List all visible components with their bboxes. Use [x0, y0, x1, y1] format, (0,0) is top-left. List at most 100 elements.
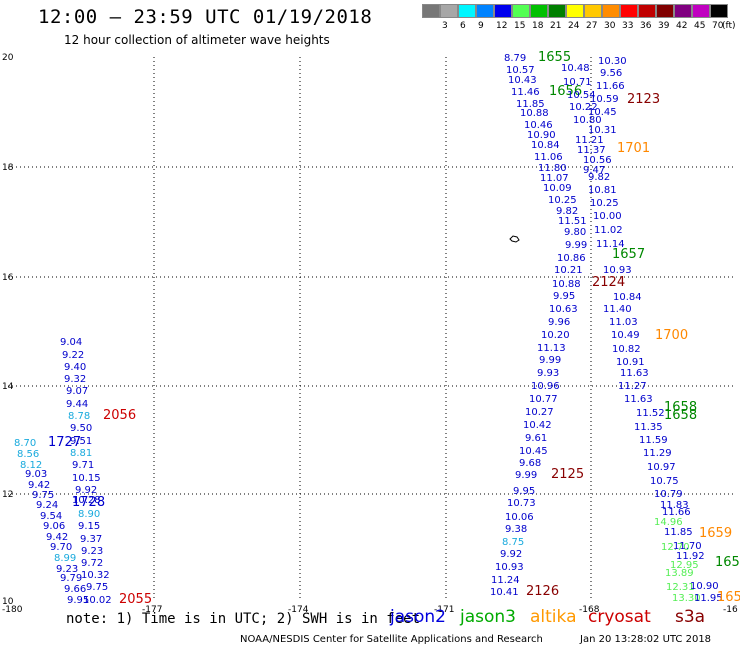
- wave-height-value: 10.84: [531, 140, 560, 151]
- color-swatch: [548, 4, 566, 18]
- color-scale-label: 39: [658, 21, 670, 31]
- wave-height-value: 11.80: [538, 163, 567, 174]
- color-scale-label: 24: [568, 21, 580, 31]
- wave-height-value: 11.46: [511, 87, 540, 98]
- pass-time-label: 2056: [103, 408, 136, 423]
- wave-height-value: 14.96: [654, 517, 683, 528]
- wave-height-value: 8.90: [78, 509, 100, 520]
- wave-height-value: 10.71: [563, 77, 592, 88]
- wave-height-value: 11.02: [594, 225, 623, 236]
- color-scale-label: 45: [694, 21, 706, 31]
- wave-height-value: 9.95: [67, 595, 89, 606]
- wave-height-value: 10.93: [495, 562, 524, 573]
- wave-height-value: 11.85: [664, 527, 693, 538]
- color-scale-unit: (ft): [722, 21, 736, 31]
- wave-height-value: 11.70: [673, 541, 702, 552]
- wave-height-value: 9.95: [553, 291, 575, 302]
- wave-height-value: 9.99: [565, 240, 587, 251]
- wave-height-value: 9.32: [64, 374, 86, 385]
- wave-height-value: 10.63: [549, 304, 578, 315]
- wave-height-value: 10.79: [654, 489, 683, 500]
- pass-time-label: 1656: [549, 84, 582, 99]
- wave-height-value: 10.43: [508, 75, 537, 86]
- wave-height-value: 10.27: [525, 407, 554, 418]
- wave-height-value: 8.70: [14, 438, 36, 449]
- wave-height-value: 10.77: [529, 394, 558, 405]
- color-swatch: [656, 4, 674, 18]
- wave-height-value: 9.79: [60, 573, 82, 584]
- wave-height-value: 11.24: [491, 575, 520, 586]
- color-swatch: [566, 4, 584, 18]
- wave-height-value: 10.42: [523, 420, 552, 431]
- wave-height-value: 11.35: [634, 422, 663, 433]
- wave-height-value: 10.06: [505, 512, 534, 523]
- wave-height-value: 9.82: [556, 206, 578, 217]
- wave-height-value: 10.73: [507, 498, 536, 509]
- wave-height-value: 8.12: [20, 460, 42, 471]
- wave-height-value: 9.42: [28, 480, 50, 491]
- legend-cryosat: cryosat: [588, 607, 651, 627]
- color-swatch: [512, 4, 530, 18]
- wave-height-value: 9.80: [564, 227, 586, 238]
- wave-height-value: 9.66: [64, 584, 86, 595]
- pass-time-label: 2055: [119, 592, 152, 607]
- wave-height-value: 9.07: [66, 386, 88, 397]
- pass-time-label: 1700: [655, 328, 688, 343]
- wave-height-value: 10.41: [490, 587, 519, 598]
- wave-height-value: 10.75: [650, 476, 679, 487]
- wave-height-value: 10.96: [531, 381, 560, 392]
- wave-height-value: 10.88: [552, 279, 581, 290]
- island-outline: [509, 235, 520, 243]
- wave-height-value: 12.95: [670, 560, 699, 571]
- wave-height-value: 9.96: [548, 317, 570, 328]
- wave-height-value: 8.78: [68, 411, 90, 422]
- longitude-label: -168: [579, 605, 600, 615]
- wave-height-value: 9.70: [50, 542, 72, 553]
- wave-height-value: 10.28: [72, 495, 101, 506]
- wave-height-value: 9.54: [40, 511, 62, 522]
- wave-height-value: 9.99: [539, 355, 561, 366]
- wave-height-value: 11.06: [534, 152, 563, 163]
- color-scale-label: 6: [460, 21, 466, 31]
- legend-altika: altika: [530, 607, 577, 627]
- wave-height-value: 11.37: [577, 145, 606, 156]
- wave-height-value: 11.40: [603, 304, 632, 315]
- wave-height-value: 11.21: [575, 135, 604, 146]
- color-swatch: [710, 4, 728, 18]
- wave-height-value: 12.31: [666, 582, 695, 593]
- wave-height-value: 11.52: [636, 408, 665, 419]
- color-swatch: [458, 4, 476, 18]
- pass-time-label: 1701: [617, 141, 650, 156]
- wave-height-value: 10.90: [527, 130, 556, 141]
- wave-height-value: 10.30: [598, 56, 627, 67]
- latitude-label: 14: [2, 382, 14, 392]
- wave-height-value: 8.81: [70, 448, 92, 459]
- wave-height-value: 11.63: [620, 368, 649, 379]
- latitude-label: 12: [2, 490, 13, 500]
- wave-height-value: 10.02: [83, 595, 112, 606]
- pass-time-label: 1727: [48, 435, 81, 450]
- wave-height-value: 9.93: [537, 368, 559, 379]
- map-grid: [8, 57, 735, 601]
- color-scale-label: 70: [712, 21, 724, 31]
- wave-height-value: 10.80: [573, 115, 602, 126]
- pass-time-label: 1655: [538, 50, 571, 65]
- wave-height-value: 9.95: [513, 486, 535, 497]
- color-scale-label: 21: [550, 21, 562, 31]
- wave-height-value: 11.03: [609, 317, 638, 328]
- latitude-label: 20: [2, 53, 14, 63]
- color-swatch: [476, 4, 494, 18]
- latitude-label: 10: [2, 597, 14, 607]
- wave-height-value: 10.20: [541, 330, 570, 341]
- wave-height-value: 9.03: [25, 469, 47, 480]
- pass-time-label: 2124: [592, 275, 625, 290]
- wave-height-value: 9.75: [86, 582, 108, 593]
- wave-height-value: 11.13: [537, 343, 566, 354]
- wave-height-value: 10.93: [603, 265, 632, 276]
- wave-height-value: 10.45: [519, 446, 548, 457]
- wave-height-value: 10.25: [590, 198, 619, 209]
- wave-height-value: 11.59: [639, 435, 668, 446]
- wave-height-value: 10.22: [569, 102, 598, 113]
- wave-height-value: 11.14: [596, 239, 625, 250]
